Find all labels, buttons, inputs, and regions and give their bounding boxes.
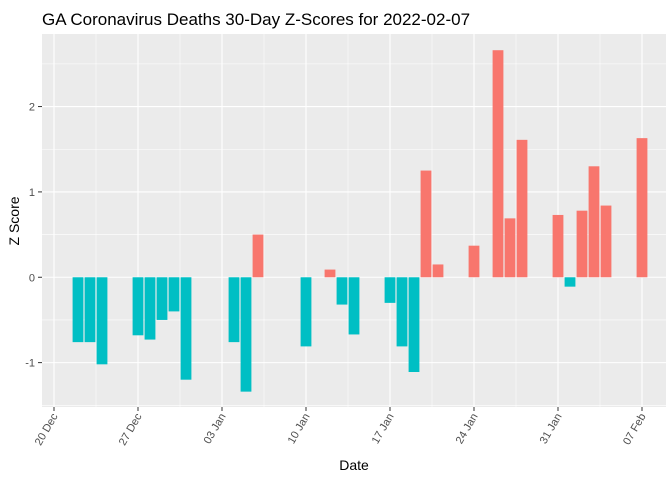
bar xyxy=(384,277,396,303)
x-tick-label: 27 Dec xyxy=(117,411,145,448)
bar xyxy=(588,166,600,278)
x-axis: 20 Dec 27 Dec 03 Jan 10 Jan 17 Jan 24 Jan 31 J… xyxy=(33,407,649,448)
y-axis: -1 0 1 2 xyxy=(25,102,42,370)
bar xyxy=(348,277,360,335)
bar xyxy=(336,277,348,305)
bar xyxy=(96,277,108,365)
y-tick-label: 1 xyxy=(29,187,35,199)
x-tick-label: 20 Dec xyxy=(33,411,61,448)
bar xyxy=(504,218,516,278)
x-tick-label: 31 Jan xyxy=(538,412,565,447)
bar xyxy=(516,139,528,278)
bar xyxy=(420,170,432,278)
bar xyxy=(576,210,588,278)
x-axis-title: Date xyxy=(339,457,369,473)
y-tick-label: -1 xyxy=(25,358,35,370)
bar xyxy=(144,277,156,340)
bar xyxy=(432,264,444,278)
bar xyxy=(600,205,612,278)
bars xyxy=(72,50,648,392)
x-tick-label: 07 Feb xyxy=(621,412,649,448)
bar xyxy=(396,277,408,347)
x-tick-label: 03 Jan xyxy=(202,412,229,447)
bar xyxy=(168,277,180,312)
x-tick-label: 24 Jan xyxy=(454,412,481,447)
bar xyxy=(252,234,264,278)
x-tick-label: 17 Jan xyxy=(370,412,397,447)
bar xyxy=(468,245,480,278)
bar xyxy=(240,277,252,392)
bar xyxy=(228,277,240,343)
bar xyxy=(492,50,504,278)
bar xyxy=(72,277,84,343)
bar xyxy=(552,214,564,278)
y-tick-label: 2 xyxy=(29,102,35,114)
bar xyxy=(132,277,144,336)
chart-title: GA Coronavirus Deaths 30-Day Z-Scores fo… xyxy=(42,10,470,29)
bar xyxy=(636,138,648,278)
bar xyxy=(156,277,168,320)
plot-panel xyxy=(42,34,666,407)
y-axis-title: Z Score xyxy=(6,196,22,245)
bar xyxy=(84,277,96,343)
bar xyxy=(564,277,576,287)
y-tick-label: 0 xyxy=(29,272,35,284)
x-tick-label: 10 Jan xyxy=(286,412,313,447)
bar xyxy=(324,269,336,278)
bar xyxy=(180,277,192,380)
bar xyxy=(408,277,420,373)
bar xyxy=(300,277,312,347)
